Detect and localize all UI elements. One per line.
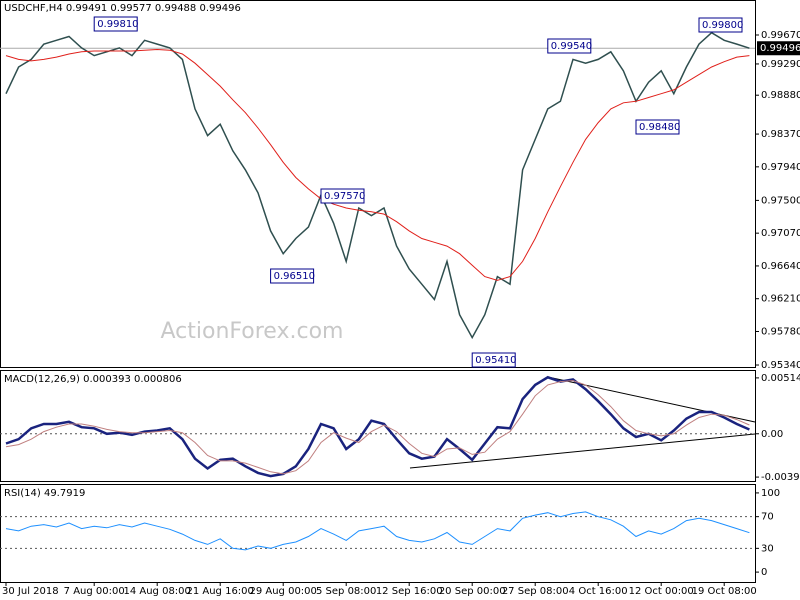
series-line bbox=[5, 48, 750, 281]
panel-title: USDCHF,H4 0.99491 0.99577 0.99488 0.9949… bbox=[4, 3, 241, 14]
annotation-label: 0.97570 bbox=[324, 191, 365, 202]
y-tick-label: 0.00 bbox=[761, 429, 783, 440]
x-tick-label: 27 Sep 08:00 bbox=[502, 586, 569, 597]
price-panel bbox=[0, 0, 756, 368]
y-tick-label: 0.96210 bbox=[761, 294, 800, 305]
macd-panel bbox=[0, 370, 756, 482]
series-line bbox=[5, 375, 750, 478]
trendline bbox=[409, 433, 756, 469]
x-tick-label: 19 Oct 08:00 bbox=[692, 586, 757, 597]
x-tick-label: 30 Jul 2018 bbox=[2, 586, 59, 597]
y-tick-label: 0 bbox=[761, 567, 767, 578]
annotation-label: 0.98480 bbox=[639, 122, 680, 133]
annotation-label: 0.99810 bbox=[97, 19, 138, 30]
annotation-box bbox=[698, 17, 743, 33]
annotation-label: 0.99540 bbox=[551, 41, 592, 52]
annotation-box bbox=[320, 188, 365, 204]
y-tick-label: -0.003989 bbox=[761, 472, 800, 483]
series-line bbox=[5, 380, 750, 475]
x-tick-label: 14 Aug 08:00 bbox=[123, 586, 190, 597]
x-tick-label: 20 Sep 00:00 bbox=[439, 586, 506, 597]
y-tick-label: 70 bbox=[761, 512, 774, 523]
annotation-box bbox=[471, 352, 516, 368]
annotation-box bbox=[270, 268, 315, 284]
annotation-box bbox=[93, 16, 138, 32]
annotation-box bbox=[547, 38, 592, 54]
x-tick-label: 5 Sep 08:00 bbox=[316, 586, 376, 597]
annotation-label: 0.95410 bbox=[475, 355, 516, 366]
x-tick-label: 12 Sep 16:00 bbox=[376, 586, 443, 597]
panel-title: RSI(14) 49.7919 bbox=[4, 488, 85, 499]
x-tick-label: 7 Aug 00:00 bbox=[64, 586, 125, 597]
annotation-label: 0.99800 bbox=[702, 20, 743, 31]
y-tick-label: 30 bbox=[761, 543, 774, 554]
y-tick-label: 0.95340 bbox=[761, 360, 800, 371]
y-tick-label: 0.98880 bbox=[761, 90, 800, 101]
x-tick-label: 4 Oct 16:00 bbox=[569, 586, 628, 597]
watermark: ActionForex.com bbox=[161, 319, 344, 344]
y-tick-label: 0.005145 bbox=[761, 373, 800, 384]
rsi-panel bbox=[0, 484, 756, 583]
y-tick-label: 0.99670 bbox=[761, 30, 800, 41]
y-tick-label: 0.95780 bbox=[761, 326, 800, 337]
x-tick-label: 21 Aug 16:00 bbox=[186, 586, 253, 597]
x-tick-label: 29 Aug 00:00 bbox=[249, 586, 316, 597]
current-price-box bbox=[757, 41, 800, 56]
panel-title: MACD(12,26,9) 0.000393 0.000806 bbox=[4, 374, 182, 385]
current-price-label: 0.99496 bbox=[760, 43, 800, 54]
annotation-box bbox=[635, 119, 680, 135]
y-tick-label: 0.97940 bbox=[761, 162, 800, 173]
y-tick-label: 100 bbox=[761, 488, 780, 499]
series-line bbox=[5, 511, 750, 551]
annotation-label: 0.96510 bbox=[274, 271, 315, 282]
y-tick-label: 0.98370 bbox=[761, 129, 800, 140]
y-tick-label: 0.97070 bbox=[761, 228, 800, 239]
y-tick-label: 0.97500 bbox=[761, 195, 800, 206]
series-line bbox=[5, 31, 750, 340]
x-tick-label: 12 Oct 00:00 bbox=[629, 586, 694, 597]
y-tick-label: 0.99290 bbox=[761, 59, 800, 70]
y-tick-label: 0.96640 bbox=[761, 261, 800, 272]
